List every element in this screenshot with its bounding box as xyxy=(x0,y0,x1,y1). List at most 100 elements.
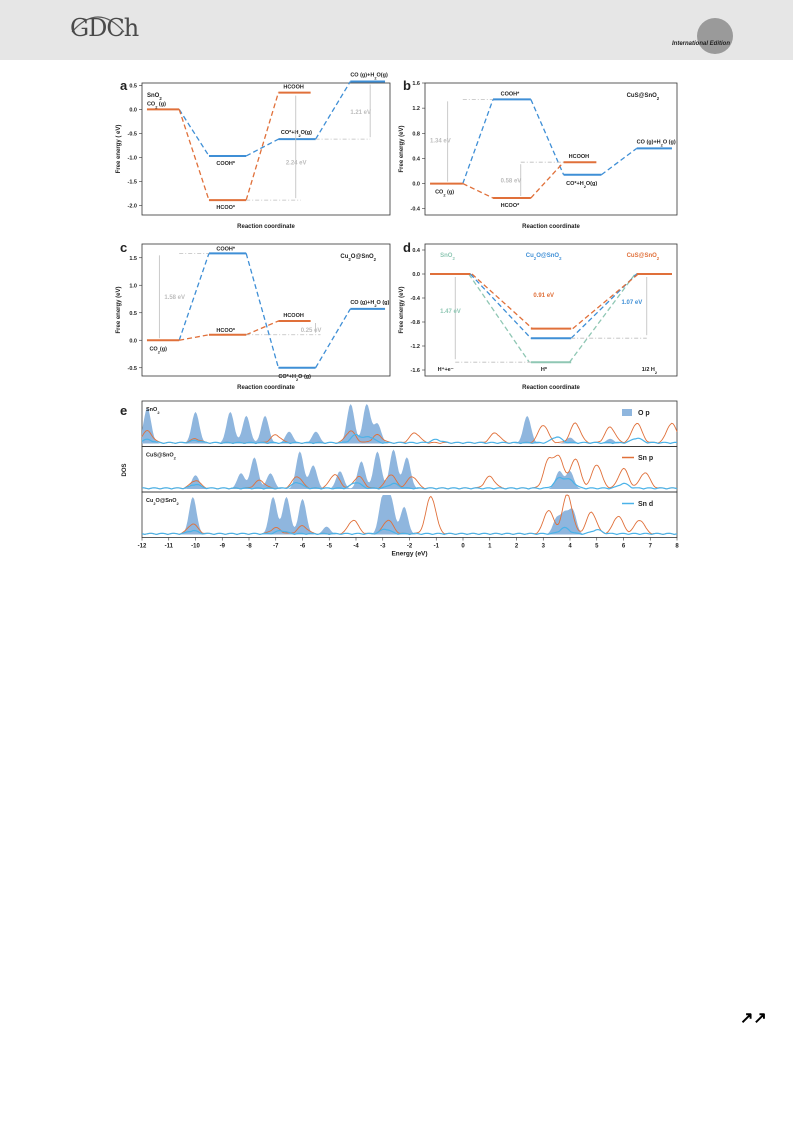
y-tick-label: 1.0 xyxy=(129,283,137,289)
level-label: CO2(g) xyxy=(149,346,167,354)
state-label: H* xyxy=(541,367,548,373)
y-axis-label: DOS xyxy=(122,463,128,476)
dos-sn-d-line xyxy=(142,476,678,490)
delta-label: 1.21 eV xyxy=(350,110,371,116)
y-tick-label: -1.2 xyxy=(411,344,420,350)
y-tick-label: -0.4 xyxy=(411,296,421,302)
connector-line xyxy=(245,138,279,157)
connector-line xyxy=(468,273,530,363)
delta-label: 1.47 eV xyxy=(440,309,461,315)
legend-label: Sn p xyxy=(638,455,653,462)
level-label: HCOOH xyxy=(283,313,304,319)
x-tick-label: 2 xyxy=(515,544,519,550)
panel-letter: b xyxy=(403,78,411,93)
plot-frame xyxy=(424,243,678,377)
x-tick-label: -4 xyxy=(353,544,359,550)
y-tick-label: -1.5 xyxy=(128,179,137,185)
x-tick-label: -12 xyxy=(138,544,147,550)
connector-line xyxy=(601,147,638,176)
y-tick-label: 0.5 xyxy=(129,311,137,317)
x-tick-label: 7 xyxy=(649,544,653,550)
x-tick-label: 3 xyxy=(542,544,546,550)
level-label: HCOOH xyxy=(569,154,590,160)
dos-o-p-area xyxy=(142,404,677,444)
level-label: HCOOH xyxy=(283,85,304,91)
panel-letter: a xyxy=(120,78,128,93)
x-tick-label: -7 xyxy=(273,544,279,550)
panel-title: Cu2O@SnO2 xyxy=(340,254,376,262)
edition-label: International Edition xyxy=(672,41,730,47)
panel-c: c1.5 1.0 0.5 0.0 -0.5 Free energy (eV) Reactio… xyxy=(116,240,391,391)
panel-d: d 0.4 0.0 -0.4 -0.8 -1.2 -1.6 Free energy (eV) R… xyxy=(399,240,678,391)
connector-line xyxy=(462,182,494,199)
panel-title: SnO2 xyxy=(147,93,162,101)
connector-line xyxy=(530,99,565,176)
y-tick-label: 0.0 xyxy=(129,338,137,344)
y-tick-label: 1.2 xyxy=(412,106,420,112)
legend-label: CuS@SnO2 xyxy=(627,253,660,261)
legend-label: Sn d xyxy=(638,501,653,508)
level-label: CO2 (g) xyxy=(435,190,454,198)
y-tick-label: -1.0 xyxy=(128,155,137,161)
x-tick-label: -5 xyxy=(327,544,333,550)
level-label: CO*+H2O(g) xyxy=(281,130,312,138)
x-tick-label: -3 xyxy=(380,544,386,550)
panel-b: b 1.6 1.2 0.8 0.4 0.0 -0.4 Free energy (eV) Reac… xyxy=(399,78,678,230)
y-axis-label: Free energy (eV) xyxy=(116,286,122,333)
dos-sn-d-line xyxy=(141,433,678,445)
y-tick-label: -0.5 xyxy=(128,131,137,137)
connector-line xyxy=(315,308,351,369)
legend-swatch xyxy=(622,409,632,416)
connector-line xyxy=(315,81,351,140)
connector-line xyxy=(469,273,532,339)
connector-line xyxy=(178,109,210,201)
panel-title: CuS@SnO2 xyxy=(627,93,660,101)
level-label: CO*+H2O (g) xyxy=(278,374,311,382)
connector-line xyxy=(530,161,565,199)
x-axis-label: Reaction coordinate xyxy=(522,385,580,391)
y-tick-label: 1.5 xyxy=(129,256,137,262)
panel-a: a 0.5 0.0 -0.5 -1.0 -1.5 -2.0 Free energy ( eV)… xyxy=(116,73,391,230)
x-tick-label: 6 xyxy=(622,544,626,550)
legend-label: O p xyxy=(638,410,650,417)
delta-label: 1.07 eV xyxy=(622,300,643,306)
x-axis-label: Reaction coordinate xyxy=(237,224,295,230)
dos-sn-d-line xyxy=(141,526,678,536)
level-label: CO (g)+H2O (g) xyxy=(637,139,676,147)
level-label: CO (g)+H2O(g) xyxy=(350,73,388,81)
plot-frame xyxy=(141,82,391,216)
connector-line xyxy=(179,334,210,341)
x-tick-label: 0 xyxy=(461,544,465,550)
y-tick-label: -1.6 xyxy=(411,368,420,374)
y-tick-label: 0.5 xyxy=(129,83,137,89)
x-tick-label: -11 xyxy=(165,544,174,550)
connector-line xyxy=(245,320,279,336)
y-tick-label: -0.4 xyxy=(411,207,421,213)
x-tick-label: 4 xyxy=(568,544,572,550)
x-axis-label: Reaction coordinate xyxy=(237,385,295,391)
edition-badge-icon xyxy=(697,18,733,54)
connector-line xyxy=(245,253,280,368)
connector-line xyxy=(572,273,639,330)
connector-line xyxy=(462,99,494,184)
delta-label: 0.25 eV xyxy=(301,328,322,334)
delta-label: 2.24 eV xyxy=(286,161,307,167)
level-label: COOH* xyxy=(501,91,520,97)
state-label: 1/2 H2 xyxy=(642,367,658,375)
level-label: HCOO* xyxy=(216,328,236,334)
x-axis-label: Reaction coordinate xyxy=(522,224,580,230)
x-tick-label: -6 xyxy=(300,544,306,550)
x-axis-label: Energy (eV) xyxy=(391,551,427,558)
panel-letter: d xyxy=(403,240,411,255)
panel-letter: e xyxy=(120,403,127,418)
x-tick-label: 5 xyxy=(595,544,599,550)
connector-line xyxy=(245,92,280,201)
y-tick-label: -0.8 xyxy=(411,320,420,326)
level-label: COOH* xyxy=(216,246,236,252)
level-label: CO*+H2O(g) xyxy=(566,181,597,189)
dos-o-p-area xyxy=(142,449,677,489)
x-tick-label: -2 xyxy=(407,544,413,550)
y-tick-label: 0.8 xyxy=(412,131,420,137)
